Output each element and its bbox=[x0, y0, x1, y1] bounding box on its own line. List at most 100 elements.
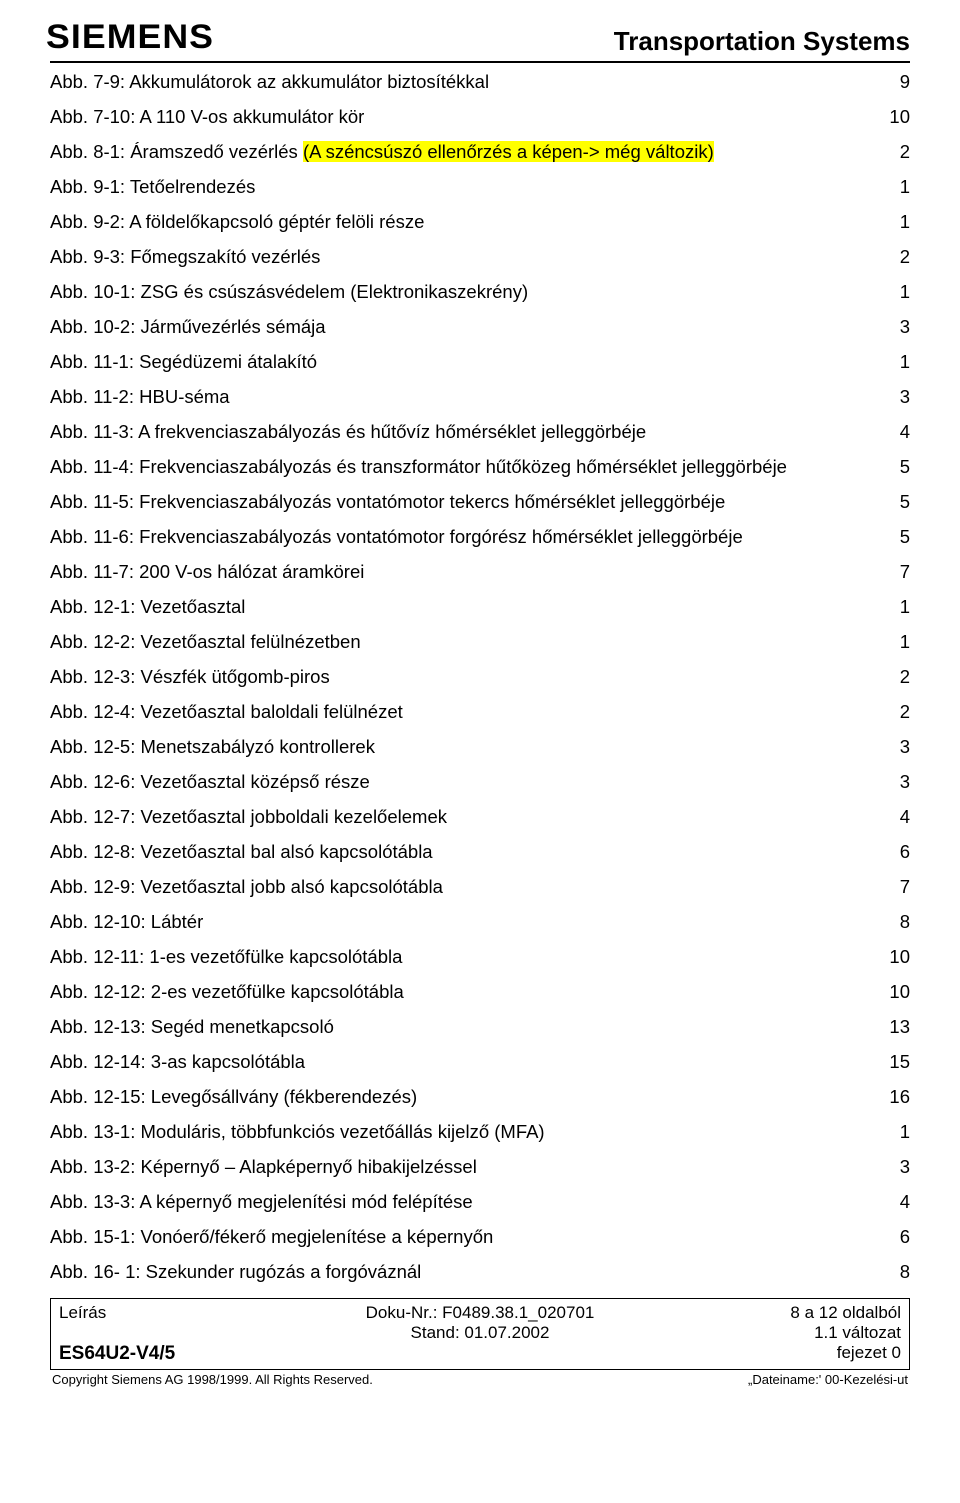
figure-entry-text: Vezetőasztal jobb alsó kapcsolótábla bbox=[141, 876, 443, 897]
figure-entry-label: Abb. 12-14: 3-as kapcsolótábla bbox=[50, 1053, 880, 1072]
figure-entry-label: Abb. 12-5: Menetszabályzó kontrollerek bbox=[50, 738, 880, 757]
figure-entry-text: Frekvenciaszabályozás vontatómotor teker… bbox=[139, 491, 725, 512]
figure-entry-page: 1 bbox=[880, 178, 910, 197]
figure-entry-prefix: Abb. 12-14: bbox=[50, 1051, 151, 1072]
figure-entry-prefix: Abb. 12-5: bbox=[50, 736, 141, 757]
figure-entry-page: 8 bbox=[880, 1263, 910, 1282]
figure-entry-prefix: Abb. 13-3: bbox=[50, 1191, 139, 1212]
figure-entry-prefix: Abb. 11-5: bbox=[50, 491, 139, 512]
figure-entry: Abb. 9-2: A földelőkapcsoló géptér felöl… bbox=[50, 213, 910, 232]
figure-entry-prefix: Abb. 12-3: bbox=[50, 666, 141, 687]
figure-entry: Abb. 11-7: 200 V-os hálózat áramkörei7 bbox=[50, 563, 910, 582]
figure-entry-page: 6 bbox=[880, 843, 910, 862]
figure-entry-label: Abb. 13-1: Moduláris, többfunkciós vezet… bbox=[50, 1123, 880, 1142]
figure-entry-label: Abb. 12-1: Vezetőasztal bbox=[50, 598, 880, 617]
figure-entry-label: Abb. 10-1: ZSG és csúszásvédelem (Elektr… bbox=[50, 283, 880, 302]
figure-entry-text: Főmegszakító vezérlés bbox=[130, 246, 320, 267]
figure-entry-page: 5 bbox=[880, 458, 910, 477]
figure-entry-page: 10 bbox=[880, 983, 910, 1002]
figure-entry-page: 3 bbox=[880, 1158, 910, 1177]
figure-entry-prefix: Abb. 12-9: bbox=[50, 876, 141, 897]
figure-entry-text: Képernyő – Alapképernyő hibakijelzéssel bbox=[141, 1156, 477, 1177]
figure-entry-prefix: Abb. 8-1: bbox=[50, 141, 130, 162]
figure-entry-page: 1 bbox=[880, 283, 910, 302]
figure-entry-text: Járművezérlés sémája bbox=[141, 316, 326, 337]
figure-entry-prefix: Abb. 7-10: bbox=[50, 106, 139, 127]
figure-entry-label: Abb. 12-8: Vezetőasztal bal alsó kapcsol… bbox=[50, 843, 880, 862]
figure-entry-page: 4 bbox=[880, 1193, 910, 1212]
figure-entry: Abb. 12-15: Levegősállvány (fékberendezé… bbox=[50, 1088, 910, 1107]
figure-entry-prefix: Abb. 9-2: bbox=[50, 211, 129, 232]
figure-entry-text: Vezetőasztal bbox=[141, 596, 246, 617]
figure-entry-label: Abb. 11-3: A frekvenciaszabályozás és hű… bbox=[50, 423, 880, 442]
figure-entry-text: Vonóerő/fékerő megjelenítése a képernyőn bbox=[141, 1226, 494, 1247]
figure-entry-label: Abb. 12-7: Vezetőasztal jobboldali kezel… bbox=[50, 808, 880, 827]
footer-center-1: Doku-Nr.: F0489.38.1_020701 bbox=[340, 1303, 621, 1323]
figure-entry: Abb. 11-2: HBU-séma3 bbox=[50, 388, 910, 407]
figure-entry-text: Akkumulátorok az akkumulátor biztosítékk… bbox=[129, 71, 489, 92]
figure-entry-page: 5 bbox=[880, 528, 910, 547]
figure-entry-text: Vezetőasztal felülnézetben bbox=[141, 631, 361, 652]
figure-entry-page: 7 bbox=[880, 563, 910, 582]
figure-entry-page: 7 bbox=[880, 878, 910, 897]
figure-entry-label: Abb. 12-2: Vezetőasztal felülnézetben bbox=[50, 633, 880, 652]
figure-entry: Abb. 11-4: Frekvenciaszabályozás és tran… bbox=[50, 458, 910, 477]
figure-entry: Abb. 9-3: Főmegszakító vezérlés2 bbox=[50, 248, 910, 267]
figure-entry-page: 4 bbox=[880, 423, 910, 442]
figure-entry-label: Abb. 11-2: HBU-séma bbox=[50, 388, 880, 407]
copyright-text: Copyright Siemens AG 1998/1999. All Righ… bbox=[52, 1372, 373, 1387]
figure-entry: Abb. 12-13: Segéd menetkapcsoló13 bbox=[50, 1018, 910, 1037]
figure-entry-prefix: Abb. 13-2: bbox=[50, 1156, 141, 1177]
figure-entry-prefix: Abb. 12-1: bbox=[50, 596, 141, 617]
footer-model: ES64U2-V4/5 bbox=[59, 1343, 340, 1365]
figure-entry-prefix: Abb. 10-2: bbox=[50, 316, 141, 337]
figure-entry-text: A földelőkapcsoló géptér felöli része bbox=[129, 211, 424, 232]
figure-entry-prefix: Abb. 7-9: bbox=[50, 71, 129, 92]
figure-entry-page: 3 bbox=[880, 388, 910, 407]
figure-entry: Abb. 13-3: A képernyő megjelenítési mód … bbox=[50, 1193, 910, 1212]
figure-entry-prefix: Abb. 15-1: bbox=[50, 1226, 141, 1247]
figure-entry-label: Abb. 12-15: Levegősállvány (fékberendezé… bbox=[50, 1088, 880, 1107]
figure-entry-prefix: Abb. 12-11: bbox=[50, 946, 149, 967]
figure-entry-text: Moduláris, többfunkciós vezetőállás kije… bbox=[141, 1121, 545, 1142]
figure-entry-prefix: Abb. 11-1: bbox=[50, 351, 139, 372]
figure-entry-prefix: Abb. 12-2: bbox=[50, 631, 141, 652]
figure-entry-page: 1 bbox=[880, 633, 910, 652]
figure-entry-label: Abb. 15-1: Vonóerő/fékerő megjelenítése … bbox=[50, 1228, 880, 1247]
footer-right-3: fejezet 0 bbox=[620, 1343, 901, 1365]
figure-entry-label: Abb. 12-13: Segéd menetkapcsoló bbox=[50, 1018, 880, 1037]
figure-entry: Abb. 7-10: A 110 V-os akkumulátor kör10 bbox=[50, 108, 910, 127]
figure-entry: Abb. 13-1: Moduláris, többfunkciós vezet… bbox=[50, 1123, 910, 1142]
figure-entry-text: Tetőelrendezés bbox=[130, 176, 255, 197]
footer-right-2: 1.1 változat bbox=[620, 1323, 901, 1343]
figure-entry-prefix: Abb. 12-13: bbox=[50, 1016, 151, 1037]
figure-entry-label: Abb. 12-6: Vezetőasztal középső része bbox=[50, 773, 880, 792]
figure-entry-page: 15 bbox=[880, 1053, 910, 1072]
figure-entry-label: Abb. 9-2: A földelőkapcsoló géptér felöl… bbox=[50, 213, 880, 232]
figure-entry-prefix: Abb. 9-1: bbox=[50, 176, 130, 197]
figure-entry-page: 2 bbox=[880, 703, 910, 722]
footer-center-2: Stand: 01.07.2002 bbox=[340, 1323, 621, 1343]
figure-entry-label: Abb. 7-9: Akkumulátorok az akkumulátor b… bbox=[50, 73, 880, 92]
figure-entry-text: 3-as kapcsolótábla bbox=[151, 1051, 305, 1072]
figure-entry-text: Szekunder rugózás a forgóváznál bbox=[146, 1261, 422, 1282]
figure-entry-text: 200 V-os hálózat áramkörei bbox=[139, 561, 364, 582]
figure-entry-text: Vészfék ütőgomb-piros bbox=[141, 666, 330, 687]
figure-entry-prefix: Abb. 12-15: bbox=[50, 1086, 151, 1107]
figure-entry-text: Frekvenciaszabályozás és transzformátor … bbox=[139, 456, 787, 477]
figure-entry-page: 3 bbox=[880, 318, 910, 337]
figure-entry-prefix: Abb. 10-1: bbox=[50, 281, 141, 302]
figure-entry-label: Abb. 11-7: 200 V-os hálózat áramkörei bbox=[50, 563, 880, 582]
figure-entry-text: Áramszedő vezérlés bbox=[130, 141, 303, 162]
figure-entry-prefix: Abb. 9-3: bbox=[50, 246, 130, 267]
figure-list: Abb. 7-9: Akkumulátorok az akkumulátor b… bbox=[50, 73, 910, 1282]
figure-entry: Abb. 9-1: Tetőelrendezés 1 bbox=[50, 178, 910, 197]
figure-entry-prefix: Abb. 16- 1: bbox=[50, 1261, 146, 1282]
figure-entry-prefix: Abb. 11-3: bbox=[50, 421, 138, 442]
footer-right-1: 8 a 12 oldalból bbox=[620, 1303, 901, 1323]
figure-entry-page: 3 bbox=[880, 738, 910, 757]
figure-entry-label: Abb. 8-1: Áramszedő vezérlés (A széncsús… bbox=[50, 143, 880, 162]
figure-entry-page: 1 bbox=[880, 353, 910, 372]
copyright-line: Copyright Siemens AG 1998/1999. All Righ… bbox=[50, 1372, 910, 1387]
figure-entry-highlight: (A széncsúszó ellenőrzés a képen-> még v… bbox=[303, 141, 714, 162]
